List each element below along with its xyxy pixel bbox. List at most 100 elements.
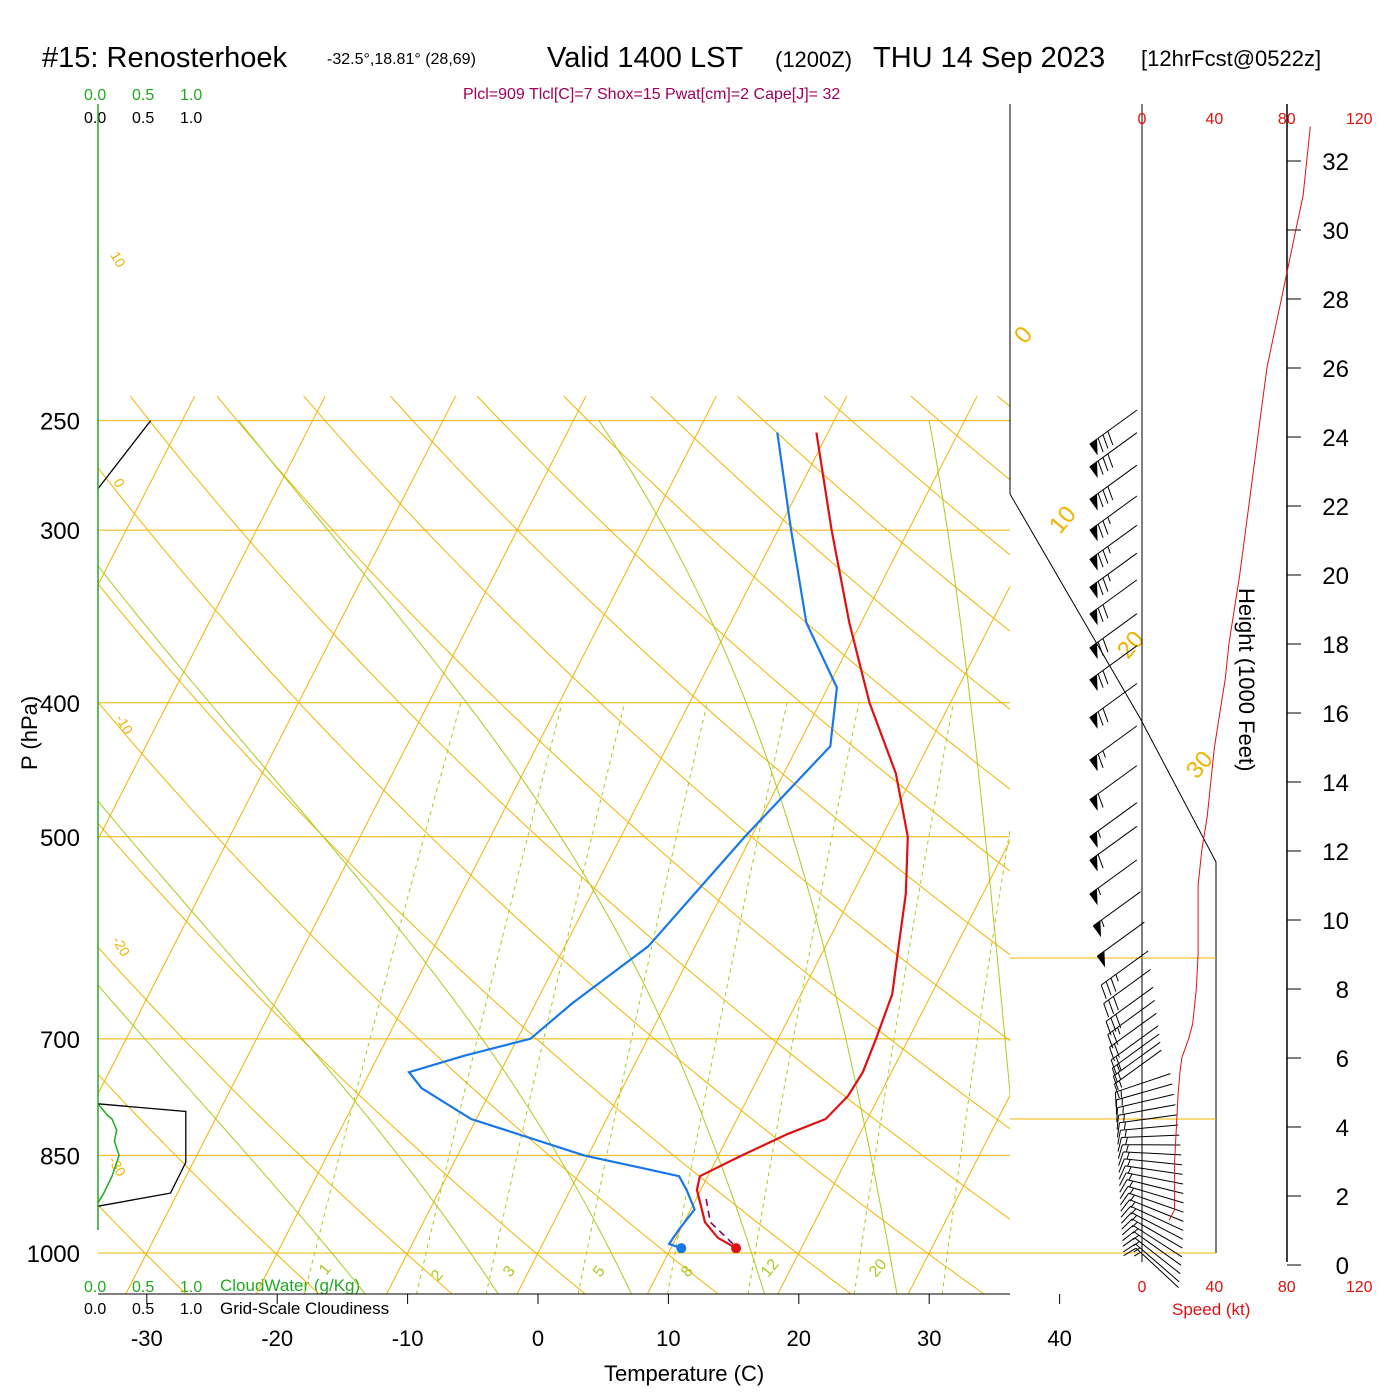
x-axis-label: Temperature (C)	[604, 1361, 764, 1386]
wind-barb-full	[1107, 453, 1114, 468]
wind-barb-staff	[1119, 1114, 1177, 1124]
wind-barb-staff	[1129, 1199, 1184, 1222]
wind-barb-staff	[1120, 1124, 1179, 1131]
wind-barb-full	[1116, 1115, 1119, 1130]
isotherm-label: 0	[110, 476, 128, 491]
zulu-time: (1200Z)	[775, 47, 852, 72]
wind-barb-staff	[1131, 1212, 1184, 1240]
wind-barb-half	[1123, 1114, 1125, 1122]
wind-barb-half	[1097, 830, 1102, 838]
wind-barb-full	[1112, 1076, 1119, 1091]
dry-adiabat-line	[650, 395, 1010, 710]
wind-barb-full	[1097, 607, 1104, 622]
cloudwater-tick-bottom: 1.0	[180, 1279, 202, 1296]
wind-barb-half	[1118, 1080, 1123, 1088]
wind-barb-full	[1102, 549, 1109, 564]
wind-barb	[1118, 1158, 1183, 1173]
wind-barb-pennant	[1089, 553, 1098, 571]
wind-barb-full	[1115, 1056, 1122, 1071]
speed-tick-top: 80	[1278, 111, 1296, 128]
wind-panel-border	[1009, 493, 1217, 1253]
temperature-tick-label: -20	[261, 1326, 293, 1351]
wind-barb-half	[1116, 1064, 1121, 1072]
wind-barb-staff	[1113, 1041, 1161, 1077]
wind-barb-staff	[1101, 950, 1149, 986]
wind-barb-pennant	[1089, 711, 1098, 729]
wind-barb-full	[1102, 457, 1109, 472]
cloudiness-tick-top: 1.0	[180, 110, 202, 127]
mixing-ratio-label: 5	[590, 1263, 609, 1281]
wind-panel	[1009, 104, 1217, 1262]
wind-barb-full	[1119, 1192, 1130, 1206]
wind-barb-full	[1116, 1107, 1118, 1123]
wind-barb	[1112, 1041, 1161, 1091]
wind-barb	[1121, 1218, 1183, 1249]
wind-barb-staff	[1126, 1172, 1184, 1185]
wind-barb-full	[1120, 1199, 1131, 1212]
cloud-scale-bottom: 0.0 0.0 0.5 0.5 1.0 1.0	[84, 1279, 202, 1318]
wind-barb	[1111, 1033, 1160, 1082]
wind-barb-full	[1112, 1030, 1119, 1045]
height-tick-label: 4	[1336, 1115, 1349, 1142]
wind-barb	[1105, 986, 1154, 1036]
wind-barb-full	[1097, 524, 1104, 539]
wind-barb-half	[1129, 1194, 1135, 1202]
moist-adiabat-line	[98, 565, 633, 1294]
height-tick-label: 10	[1322, 908, 1349, 935]
cloud-profiles	[97, 420, 187, 1207]
cloudiness-tick-top: 0.5	[132, 110, 154, 127]
wind-barb	[1115, 1083, 1173, 1115]
isotherm-label: 0	[1009, 321, 1038, 349]
isotherm-label: -30	[105, 1154, 129, 1180]
isotherm-label: 10	[107, 249, 129, 271]
wind-barb-staff	[1115, 1073, 1171, 1093]
wind-barb-full	[1117, 1144, 1123, 1159]
wind-barb-full	[1114, 1092, 1117, 1107]
wind-barb-full	[1119, 1179, 1128, 1193]
wind-barb-full	[1102, 520, 1109, 535]
wind-barb	[1089, 645, 1138, 692]
wind-barb-full	[1097, 711, 1104, 726]
wind-barb-pennant	[1089, 888, 1098, 906]
cloudiness-line	[97, 1103, 187, 1207]
surface-dewpoint-dot	[676, 1243, 687, 1254]
wind-barb	[1092, 891, 1141, 938]
wind-barb-staff	[1125, 1165, 1183, 1175]
wind-barb-staff	[1121, 1134, 1180, 1138]
wind-barb	[1120, 1205, 1184, 1231]
cloudwater-tick-top: 0.5	[132, 87, 154, 104]
cloudiness-tick-bottom: 0.5	[132, 1301, 154, 1318]
isotherm-line	[125, 395, 587, 1294]
wind-barb-staff	[1097, 921, 1145, 957]
cloudwater-tick-top: 1.0	[180, 87, 202, 104]
moist-adiabat-line	[928, 420, 1010, 1099]
wind-barb	[1113, 1049, 1162, 1099]
wind-barb-full	[1123, 1247, 1137, 1257]
wind-barb-full	[1107, 1034, 1114, 1049]
wind-barb-half	[1127, 1159, 1131, 1167]
dry-adiabat-line	[563, 395, 1010, 790]
wind-barb-full	[1097, 854, 1104, 869]
wind-barb-half	[1107, 516, 1111, 525]
wind-barb-full	[1112, 996, 1119, 1011]
wind-barb	[1120, 1199, 1184, 1222]
wind-barb-half	[1126, 1152, 1130, 1160]
wind-barb-full	[1110, 977, 1117, 992]
wind-barb	[1121, 1212, 1184, 1240]
dry-adiabat-line	[216, 395, 1010, 1130]
wind-barb	[1122, 1237, 1181, 1275]
wind-barb-full	[1118, 1158, 1125, 1173]
stability-indices: Plcl=909 Tlcl[C]=7 Shox=15 Pwat[cm]=2 Ca…	[463, 86, 840, 103]
wind-barb-full	[1102, 489, 1109, 504]
wind-barb	[1089, 825, 1138, 872]
dry-adiabat-lines	[98, 395, 1010, 1294]
wind-barb	[1118, 1165, 1183, 1180]
mixing-ratio-line	[577, 702, 708, 1294]
wind-barb-half	[1107, 574, 1111, 582]
wind-barb	[1123, 1247, 1179, 1288]
wind-barb	[1116, 1114, 1177, 1138]
wind-barb-full	[1111, 1067, 1118, 1082]
wind-barb-staff	[1131, 1218, 1183, 1249]
wind-barb-full	[1113, 1043, 1120, 1058]
